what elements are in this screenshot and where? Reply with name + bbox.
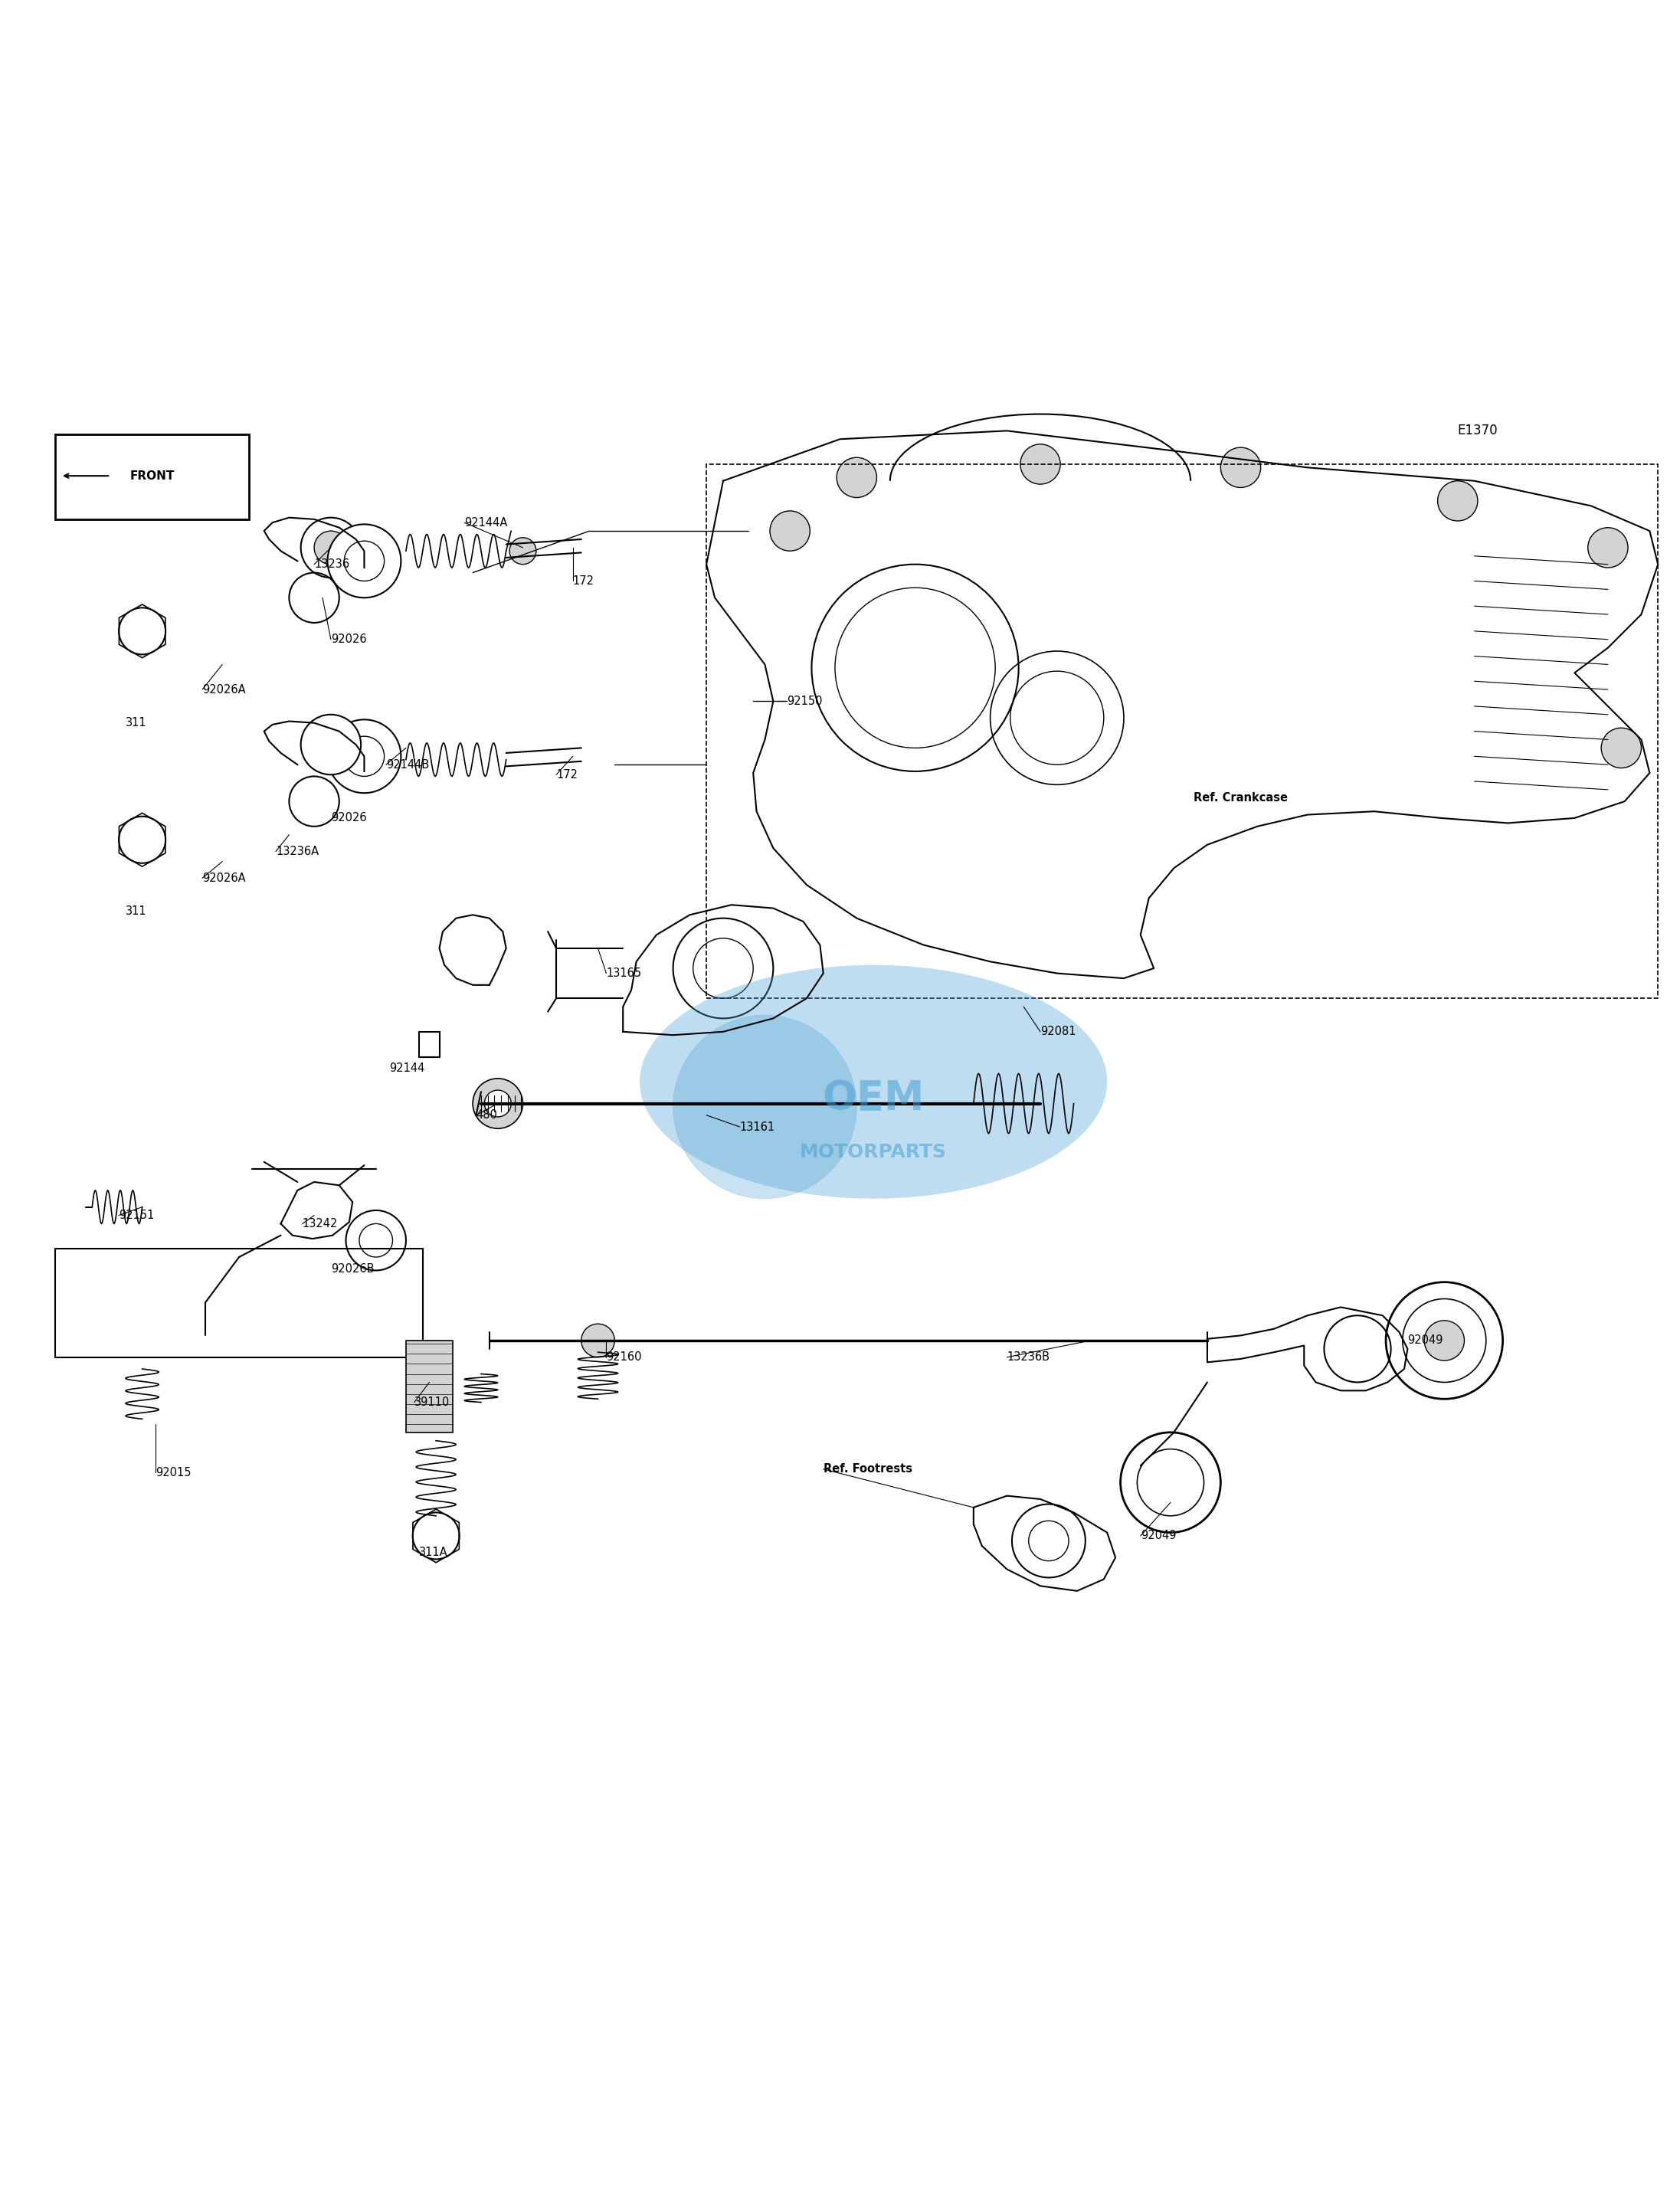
Bar — [55, 1248, 423, 1358]
Text: 92144A: 92144A — [464, 516, 507, 527]
Circle shape — [581, 1325, 615, 1358]
Circle shape — [472, 1079, 522, 1129]
Circle shape — [328, 721, 402, 793]
Text: 92150: 92150 — [786, 696, 822, 707]
Circle shape — [1601, 727, 1641, 769]
Bar — [707, 464, 1658, 997]
Circle shape — [1588, 527, 1628, 567]
Text: 480: 480 — [475, 1109, 497, 1120]
Text: 172: 172 — [556, 769, 578, 780]
Text: 92015: 92015 — [156, 1468, 192, 1479]
Text: 13236A: 13236A — [276, 846, 319, 857]
Text: Ref. Crankcase: Ref. Crankcase — [1194, 793, 1289, 804]
Text: 13236B: 13236B — [1006, 1351, 1050, 1362]
Text: 92081: 92081 — [1040, 1026, 1075, 1037]
FancyBboxPatch shape — [55, 435, 249, 518]
Circle shape — [328, 525, 402, 598]
Circle shape — [769, 512, 810, 551]
Text: 92144: 92144 — [390, 1063, 425, 1074]
Text: 13161: 13161 — [739, 1120, 774, 1134]
Text: 311: 311 — [126, 905, 146, 918]
Text: 39110: 39110 — [415, 1397, 450, 1408]
Text: 92049: 92049 — [1408, 1336, 1443, 1347]
Circle shape — [509, 538, 536, 565]
Bar — [407, 1340, 452, 1432]
Text: 13242: 13242 — [302, 1217, 338, 1230]
Circle shape — [301, 714, 361, 776]
Text: FRONT: FRONT — [129, 470, 175, 481]
Circle shape — [484, 1090, 511, 1116]
Circle shape — [674, 1015, 857, 1200]
Text: 311: 311 — [126, 716, 146, 729]
Text: OEM: OEM — [822, 1079, 924, 1118]
Circle shape — [314, 532, 348, 565]
Circle shape — [301, 518, 361, 578]
Text: 311A: 311A — [420, 1547, 449, 1558]
Text: MOTORPARTS: MOTORPARTS — [800, 1142, 948, 1160]
Text: 92026: 92026 — [331, 813, 366, 824]
Text: 92144B: 92144B — [386, 758, 428, 771]
Text: 92160: 92160 — [606, 1351, 642, 1362]
Text: 92026: 92026 — [331, 633, 366, 646]
Text: 92049: 92049 — [1141, 1529, 1176, 1542]
Circle shape — [1438, 481, 1478, 521]
Text: 92026A: 92026A — [202, 872, 245, 883]
Text: 13165: 13165 — [606, 967, 642, 980]
Text: 13236: 13236 — [314, 558, 349, 569]
Circle shape — [1020, 444, 1060, 483]
Text: Ref. Footrests: Ref. Footrests — [823, 1463, 912, 1474]
Circle shape — [1221, 448, 1260, 488]
Text: E1370: E1370 — [1458, 424, 1499, 437]
Text: 92026A: 92026A — [202, 683, 245, 694]
Text: 92151: 92151 — [119, 1211, 155, 1222]
Text: 92026B: 92026B — [331, 1263, 375, 1274]
Circle shape — [837, 457, 877, 497]
Circle shape — [1425, 1320, 1465, 1360]
Ellipse shape — [640, 964, 1107, 1200]
Text: 172: 172 — [573, 576, 595, 587]
